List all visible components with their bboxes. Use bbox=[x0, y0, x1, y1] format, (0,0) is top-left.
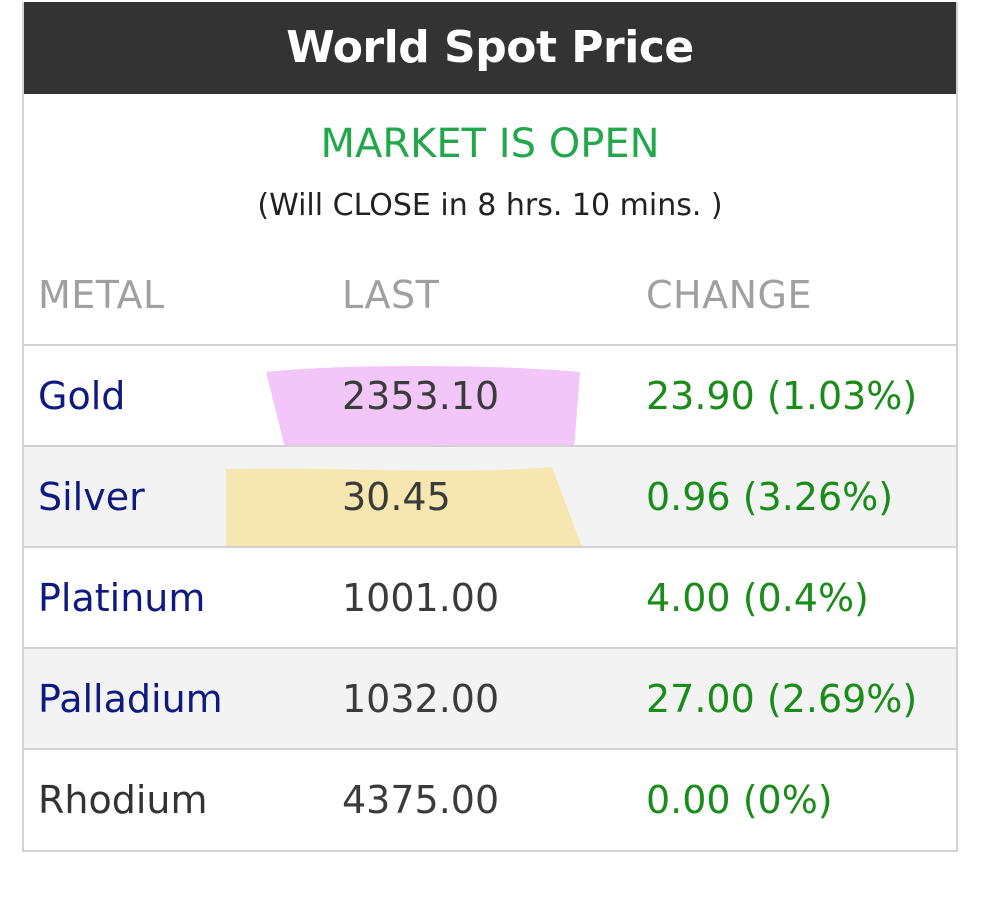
spot-price-widget: World Spot Price MARKET IS OPEN (Will CL… bbox=[22, 2, 958, 852]
metal-name[interactable]: Silver bbox=[38, 474, 145, 519]
last-price: 1032.00 bbox=[342, 676, 500, 721]
header-change: CHANGE bbox=[646, 273, 812, 317]
price-change: 4.00 (0.4%) bbox=[646, 575, 869, 620]
header-last: LAST bbox=[342, 273, 440, 317]
last-price: 4375.00 bbox=[342, 777, 500, 822]
table-row-rhodium: Rhodium 4375.00 0.00 (0%) bbox=[24, 748, 956, 849]
metal-name[interactable]: Platinum bbox=[38, 575, 206, 620]
market-status: MARKET IS OPEN bbox=[320, 121, 660, 167]
table-row-palladium: Palladium 1032.00 27.00 (2.69%) bbox=[24, 647, 956, 748]
metal-name: Rhodium bbox=[38, 777, 208, 822]
market-close-note: (Will CLOSE in 8 hrs. 10 mins. ) bbox=[257, 188, 723, 223]
price-table: Gold 2353.10 23.90 (1.03%) Silver 30.45 … bbox=[24, 344, 956, 849]
last-price: 30.45 bbox=[342, 474, 451, 519]
table-row-platinum: Platinum 1001.00 4.00 (0.4%) bbox=[24, 546, 956, 647]
price-change: 0.00 (0%) bbox=[646, 777, 833, 822]
table-row-silver: Silver 30.45 0.96 (3.26%) bbox=[24, 445, 956, 563]
price-change: 27.00 (2.69%) bbox=[646, 676, 918, 721]
metal-name[interactable]: Palladium bbox=[38, 676, 223, 721]
price-change: 0.96 (3.26%) bbox=[646, 474, 894, 519]
last-price: 2353.10 bbox=[342, 373, 500, 418]
price-change: 23.90 (1.03%) bbox=[646, 373, 918, 418]
last-price: 1001.00 bbox=[342, 575, 500, 620]
table-row-gold: Gold 2353.10 23.90 (1.03%) bbox=[24, 344, 956, 452]
metal-name[interactable]: Gold bbox=[38, 373, 126, 418]
header-metal: METAL bbox=[38, 273, 165, 317]
widget-title: World Spot Price bbox=[24, 2, 956, 94]
